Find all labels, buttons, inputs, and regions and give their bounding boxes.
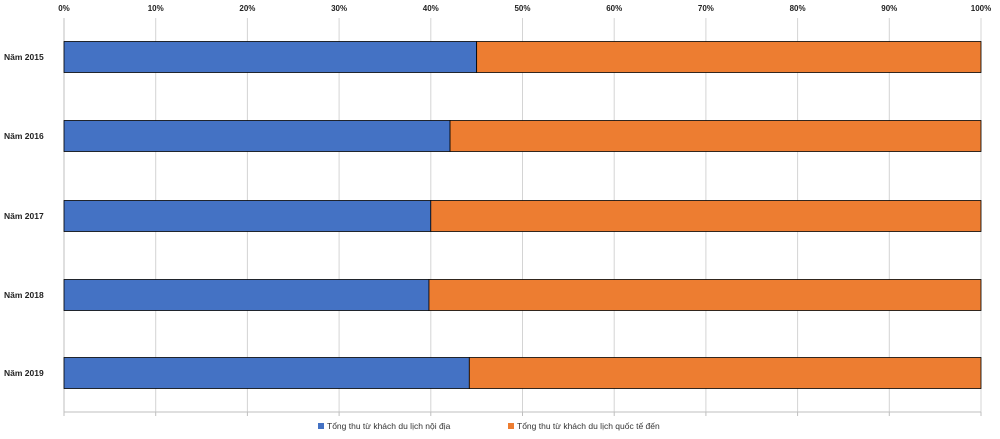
x-tick-label: 10% — [148, 4, 164, 13]
legend-label: Tổng thu từ khách du lịch nội địa — [327, 421, 451, 431]
bar-segment-series-1 — [449, 120, 982, 152]
bar-segment-series-0 — [63, 120, 451, 152]
x-tick-label: 50% — [514, 4, 530, 13]
legend-swatch — [318, 423, 324, 429]
bars — [63, 41, 982, 389]
category-label: Năm 2016 — [4, 131, 44, 141]
x-tick-label: 60% — [606, 4, 622, 13]
bar-segment-series-0 — [63, 279, 430, 311]
bar-segment-series-1 — [468, 357, 982, 389]
legend: Tổng thu từ khách du lịch nội địa Tổng th… — [318, 421, 660, 431]
x-tick-label: 0% — [58, 4, 70, 13]
legend-label: Tổng thu từ khách du lịch quốc tế đến — [517, 421, 660, 431]
category-label: Năm 2017 — [4, 211, 44, 221]
legend-swatch — [508, 423, 514, 429]
bar-segment-series-1 — [430, 200, 982, 232]
x-axis-tick-labels: 0% 10% 20% 30% 40% 50% 60% 70% 80% 90% 100% — [58, 4, 991, 13]
bar-segment-series-0 — [63, 41, 478, 73]
category-label: Năm 2018 — [4, 290, 44, 300]
bar-segment-series-0 — [63, 200, 432, 232]
bar-segment-series-1 — [476, 41, 982, 73]
category-label: Năm 2015 — [4, 52, 44, 62]
bar-segment-series-0 — [63, 357, 470, 389]
x-tick-label: 70% — [698, 4, 714, 13]
x-tick-label: 100% — [971, 4, 991, 13]
category-label: Năm 2019 — [4, 368, 44, 378]
x-tick-label: 30% — [331, 4, 347, 13]
x-tick-label: 80% — [790, 4, 806, 13]
x-tick-label: 40% — [423, 4, 439, 13]
x-tick-label: 90% — [881, 4, 897, 13]
category-labels: Năm 2015 Năm 2016 Năm 2017 Năm 2018 Năm 2019 — [4, 52, 44, 378]
x-tick-label: 20% — [239, 4, 255, 13]
bar-segment-series-1 — [428, 279, 982, 311]
